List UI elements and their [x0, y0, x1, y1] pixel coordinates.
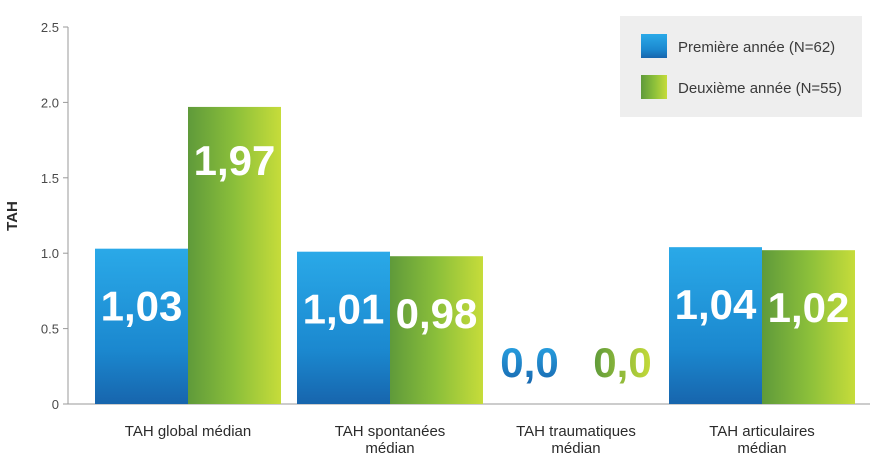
legend-background — [620, 16, 862, 117]
bar-value-label: 1,04 — [675, 281, 757, 328]
legend-label-second-year: Deuxième année (N=55) — [678, 80, 842, 97]
bar-value-label: 0,0 — [500, 339, 558, 386]
bar-value-label: 1,02 — [768, 284, 850, 331]
y-tick-label: 1.5 — [41, 171, 59, 186]
bar-value-label: 0,0 — [593, 339, 651, 386]
category-label: médian — [551, 440, 600, 457]
bar-value-label: 0,98 — [396, 290, 478, 337]
bar-first-year — [95, 248, 188, 404]
y-tick-label: 2.5 — [41, 20, 59, 35]
category-label: médian — [737, 440, 786, 457]
bar-first-year — [669, 247, 762, 404]
y-tick-label: 2.0 — [41, 95, 59, 110]
bar-value-labels: 1,03 1,97 1,01 0,98 0,0 0,0 1,04 1,02 — [101, 137, 850, 386]
category-label: TAH global médian — [125, 423, 251, 440]
category-label: médian — [365, 440, 414, 457]
bar-second-year — [762, 250, 855, 404]
bar-second-year — [390, 256, 483, 404]
legend-swatch-second-year — [641, 75, 667, 99]
bar-value-label: 1,03 — [101, 283, 183, 330]
legend: Première année (N=62) Deuxième année (N=… — [620, 16, 862, 117]
bar-value-label: 1,97 — [194, 137, 276, 184]
bar-first-year — [297, 251, 390, 404]
y-axis-label: TAH — [4, 201, 21, 231]
category-label: TAH articulaires — [709, 423, 815, 440]
bar-second-year — [188, 106, 281, 404]
category-label: TAH traumatiques — [516, 423, 636, 440]
legend-swatch-first-year — [641, 34, 667, 58]
y-tick-label: 0 — [52, 397, 59, 412]
category-labels: TAH global médian TAH spontanéesmédianTAH… — [125, 423, 815, 457]
category-label: TAH spontanées — [335, 423, 446, 440]
y-tick-label: 0.5 — [41, 322, 59, 337]
bars — [95, 106, 855, 404]
y-tick-label: 1.0 — [41, 246, 59, 261]
bar-value-label: 1,01 — [303, 286, 385, 333]
legend-label-first-year: Première année (N=62) — [678, 39, 835, 56]
